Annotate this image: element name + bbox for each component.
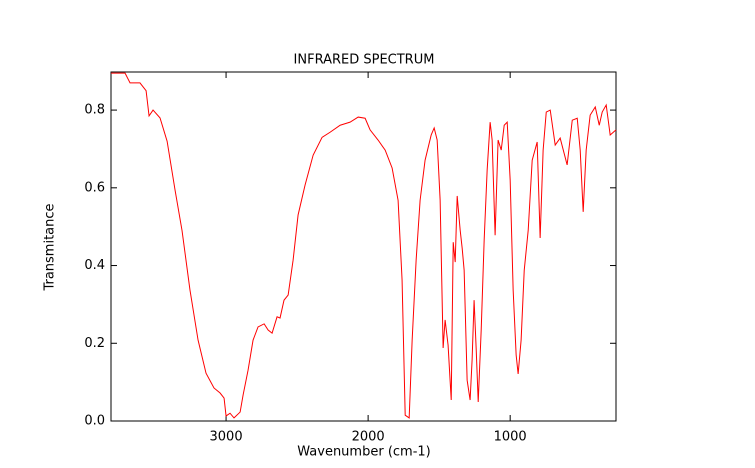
y-tick-label: 0.2 [84,336,105,351]
y-axis-label: Transmitance [43,203,58,291]
x-tick-label: 1000 [494,430,527,445]
x-tick-label: 3000 [210,430,243,445]
y-tick-label: 0.4 [84,258,105,273]
y-tick-label: 0.6 [84,180,105,195]
y-tick-label: 0.0 [84,414,105,429]
x-tick-label: 2000 [352,430,385,445]
plot-frame [110,71,617,422]
x-axis-label: Wavenumber (cm-1) [297,445,430,460]
chart-title: INFRARED SPECTRUM [294,53,435,68]
spectrum-line [111,72,617,419]
y-tick-label: 0.8 [84,103,105,118]
